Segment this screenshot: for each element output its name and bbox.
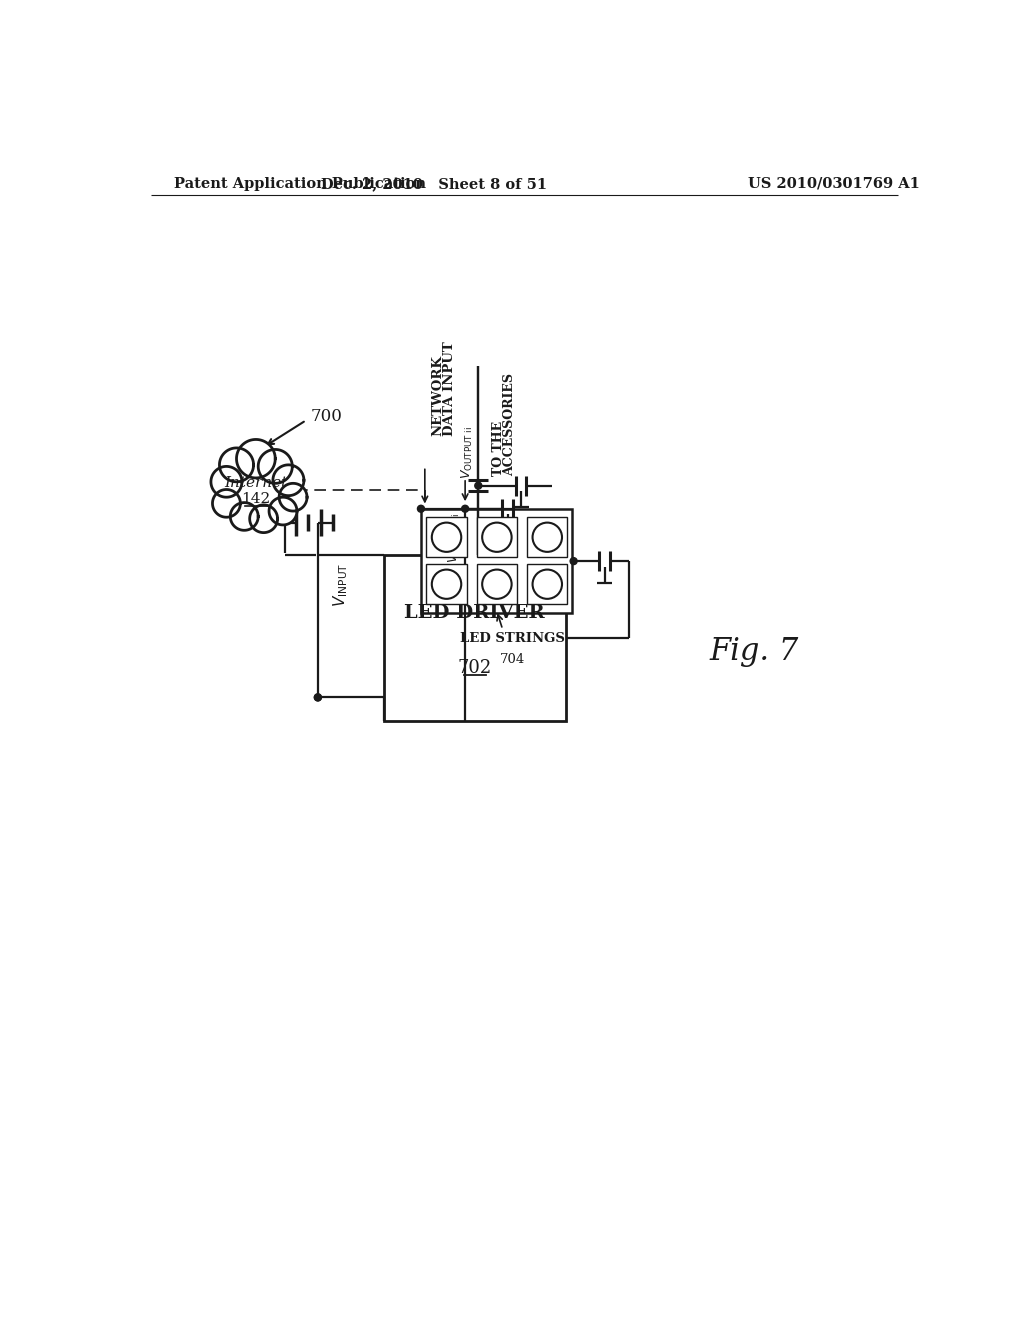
- Circle shape: [237, 440, 275, 478]
- Bar: [421, 508, 572, 612]
- Circle shape: [314, 694, 322, 701]
- Circle shape: [280, 483, 307, 511]
- Bar: [527, 564, 567, 605]
- Text: $V_\mathrm{OUTPUT\ ii}$: $V_\mathrm{OUTPUT\ ii}$: [460, 426, 475, 479]
- Bar: [477, 517, 517, 557]
- Circle shape: [273, 465, 304, 495]
- Circle shape: [462, 506, 469, 512]
- Circle shape: [418, 506, 424, 512]
- Circle shape: [475, 482, 481, 490]
- Bar: [477, 564, 517, 605]
- Text: ACCESSORIES: ACCESSORIES: [503, 374, 516, 477]
- Text: 142: 142: [242, 492, 270, 506]
- Text: 704: 704: [500, 653, 524, 665]
- Text: $V_\mathrm{INPUT}$: $V_\mathrm{INPUT}$: [332, 562, 350, 607]
- Bar: [527, 517, 567, 557]
- Text: Fig. 7: Fig. 7: [710, 636, 799, 667]
- Circle shape: [314, 694, 322, 701]
- Circle shape: [532, 523, 562, 552]
- Circle shape: [570, 557, 578, 565]
- Bar: [384, 554, 566, 721]
- Text: NETWORK: NETWORK: [432, 355, 444, 436]
- Text: Dec. 2, 2010   Sheet 8 of 51: Dec. 2, 2010 Sheet 8 of 51: [322, 177, 547, 191]
- Bar: [426, 517, 467, 557]
- Text: TO THE: TO THE: [493, 421, 505, 477]
- Text: Patent Application Publication: Patent Application Publication: [174, 177, 427, 191]
- Circle shape: [228, 462, 283, 516]
- Circle shape: [432, 570, 461, 599]
- Circle shape: [532, 570, 562, 599]
- Circle shape: [482, 523, 512, 552]
- Text: DATA INPUT: DATA INPUT: [442, 341, 456, 436]
- Circle shape: [250, 504, 278, 532]
- Circle shape: [212, 490, 241, 517]
- Circle shape: [230, 503, 258, 531]
- Circle shape: [258, 449, 292, 483]
- Circle shape: [432, 523, 461, 552]
- Text: LED DRIVER: LED DRIVER: [404, 603, 545, 622]
- Text: 700: 700: [310, 408, 342, 425]
- Text: $V_\mathrm{OUTPUT\ i}$: $V_\mathrm{OUTPUT\ i}$: [446, 512, 462, 564]
- Text: Internet: Internet: [224, 477, 288, 490]
- Text: LED STRINGS: LED STRINGS: [460, 632, 564, 645]
- Circle shape: [211, 466, 242, 498]
- Bar: [426, 564, 467, 605]
- Text: US 2010/0301769 A1: US 2010/0301769 A1: [748, 177, 920, 191]
- Circle shape: [269, 498, 297, 525]
- Text: 702: 702: [458, 659, 492, 677]
- Circle shape: [219, 447, 254, 482]
- Circle shape: [482, 570, 512, 599]
